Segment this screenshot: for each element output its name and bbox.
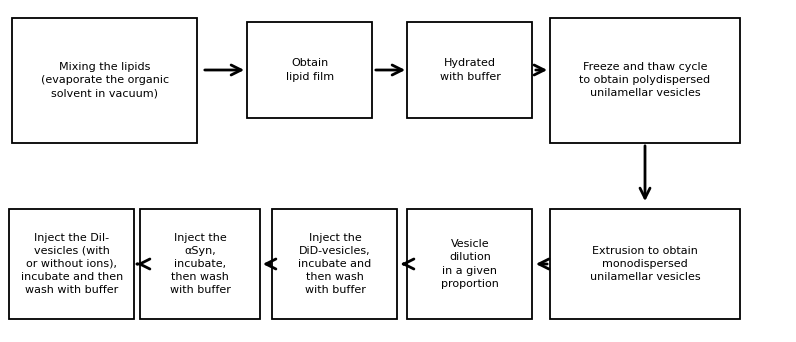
Bar	[140, 209, 260, 319]
Bar	[272, 209, 397, 319]
Text: Vesicle
dilution
in a given
proportion: Vesicle dilution in a given proportion	[441, 239, 499, 289]
Bar	[13, 17, 197, 143]
Bar	[248, 23, 373, 118]
Bar	[408, 209, 533, 319]
Bar	[10, 209, 135, 319]
Bar	[408, 23, 533, 118]
Text: Inject the
DiD-vesicles,
incubate and
then wash
with buffer: Inject the DiD-vesicles, incubate and th…	[298, 233, 372, 295]
Text: Inject the
αSyn,
incubate,
then wash
with buffer: Inject the αSyn, incubate, then wash wit…	[170, 233, 230, 295]
Text: Extrusion to obtain
monodispersed
unilamellar vesicles: Extrusion to obtain monodispersed unilam…	[590, 246, 700, 282]
Text: Mixing the lipids
(evaporate the organic
solvent in vacuum): Mixing the lipids (evaporate the organic…	[41, 62, 169, 98]
Text: Inject the DiI-
vesicles (with
or without ions),
incubate and then
wash with buf: Inject the DiI- vesicles (with or withou…	[21, 233, 123, 295]
Text: Freeze and thaw cycle
to obtain polydispersed
unilamellar vesicles: Freeze and thaw cycle to obtain polydisp…	[579, 62, 711, 98]
Bar	[550, 17, 740, 143]
Text: Hydrated
with buffer: Hydrated with buffer	[439, 58, 501, 82]
Bar	[550, 209, 740, 319]
Text: Obtain
lipid film: Obtain lipid film	[286, 58, 334, 82]
